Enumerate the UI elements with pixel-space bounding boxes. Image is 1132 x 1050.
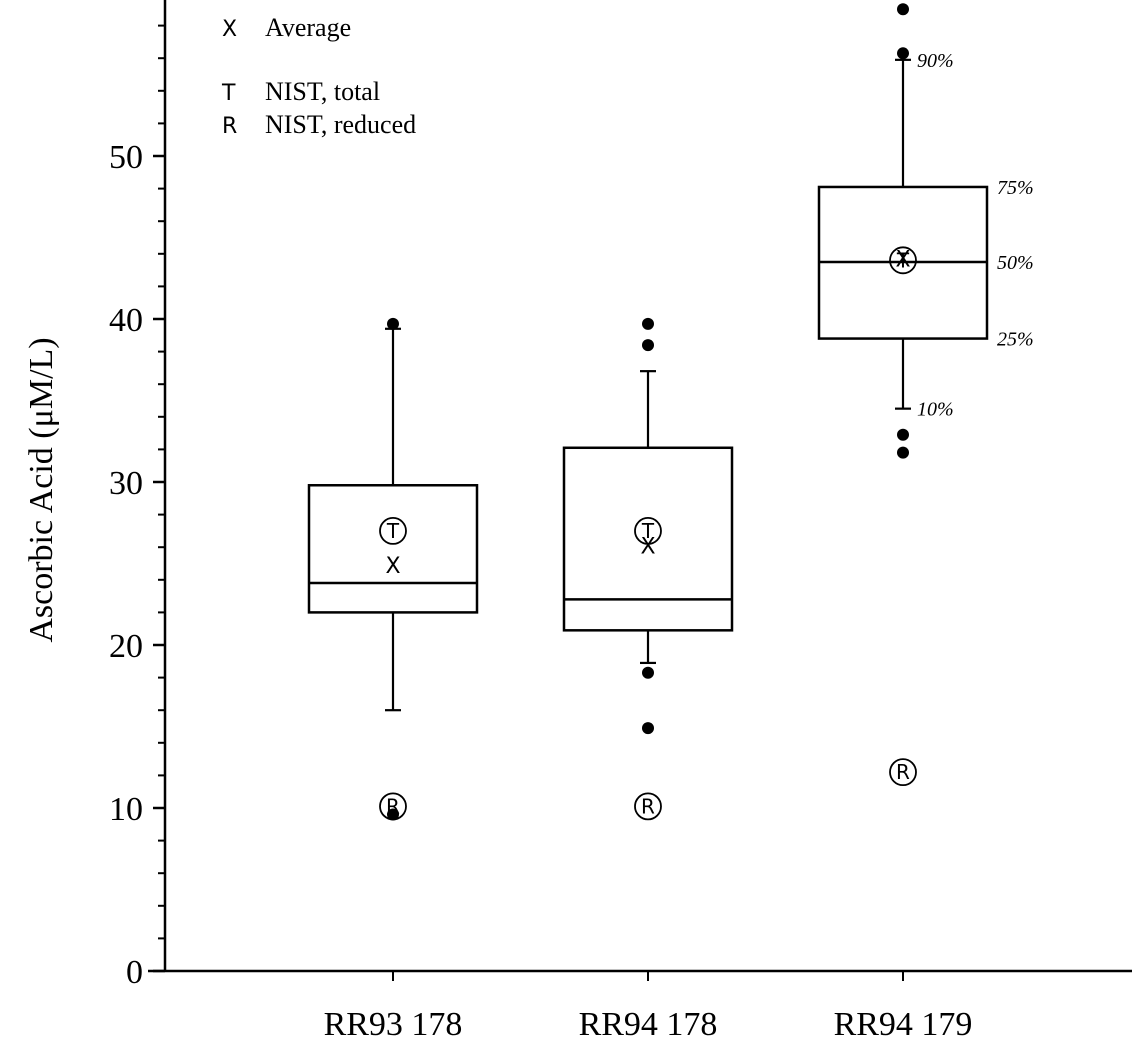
percentile-label-p90: 90%	[917, 50, 954, 72]
average-marker: X	[895, 248, 910, 273]
nist-total-letter: T	[896, 248, 910, 272]
y-tick-label: 10	[109, 791, 143, 828]
box-group: T R X	[562, 317, 734, 821]
percentile-label-p50: 50%	[997, 252, 1034, 274]
average-marker: X	[385, 554, 400, 579]
box-group: TRX	[307, 317, 479, 821]
x-ticks: RR93 178 RR94 178 RR94 179	[324, 971, 973, 1043]
box-group: T R X 90% 75% 50% 25% 10%	[817, 3, 1034, 787]
y-tick-label: 30	[109, 465, 143, 502]
nist-reduced-letter: R	[641, 794, 655, 818]
outlier-point	[387, 808, 399, 821]
legend-label: Average	[265, 13, 351, 42]
percentile-label-p25: 25%	[997, 329, 1034, 351]
outlier-point	[897, 428, 909, 441]
y-tick-label: 50	[109, 139, 143, 176]
legend-label: NIST, total	[265, 77, 380, 106]
nist-total-circle	[634, 517, 662, 545]
outlier-point	[897, 446, 909, 459]
nist-total-letter: T	[641, 519, 655, 543]
outlier-point	[642, 666, 654, 679]
nist-total-circle	[889, 246, 917, 275]
legend-label: NIST, reduced	[265, 110, 416, 139]
outlier-point	[897, 47, 909, 60]
outlier-point	[387, 317, 399, 330]
percentile-label-p10: 10%	[917, 399, 954, 421]
y-tick-label: 20	[109, 628, 143, 665]
y-tick-label: 40	[109, 302, 143, 339]
nist-total-letter: T	[386, 519, 400, 543]
y-ticks: 0 10 20 30 40 50	[109, 24, 165, 991]
x-tick-label: RR93 178	[324, 1006, 463, 1043]
outlier-point	[642, 317, 654, 330]
outlier-point	[642, 339, 654, 352]
legend-symbol: R	[222, 114, 237, 139]
x-tick-label: RR94 178	[579, 1006, 718, 1043]
legend-symbol: X	[222, 17, 237, 42]
nist-reduced-circle	[889, 758, 917, 787]
nist-total-circle	[379, 517, 407, 545]
x-tick-label: RR94 179	[834, 1006, 973, 1043]
legend: X Average T NIST, total R NIST, reduced	[221, 13, 416, 139]
percentile-label-p75: 75%	[997, 177, 1034, 199]
average-marker: X	[640, 535, 655, 560]
nist-reduced-circle	[634, 792, 662, 821]
box	[307, 484, 479, 614]
y-tick-label: 0	[126, 954, 143, 991]
outlier-point	[897, 3, 909, 16]
y-axis-label: Ascorbic Acid (μM/L)	[23, 337, 60, 642]
nist-reduced-letter: R	[896, 760, 910, 784]
outlier-point	[642, 722, 654, 735]
legend-symbol: T	[221, 81, 236, 106]
